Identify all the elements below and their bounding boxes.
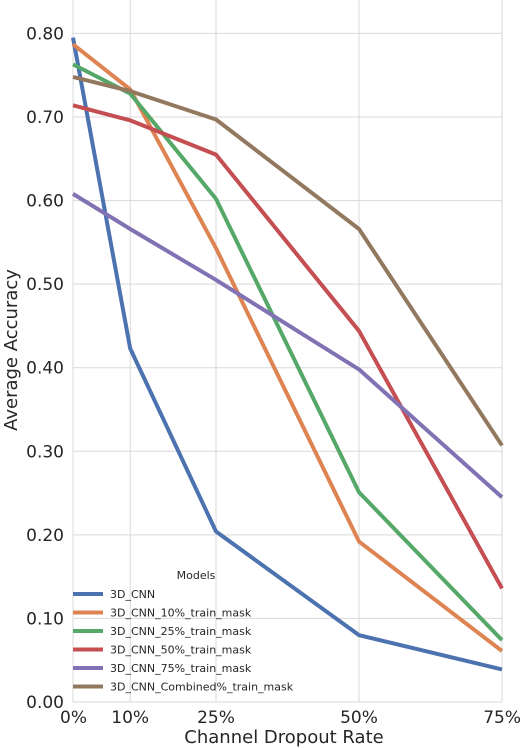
x-tick-label: 75% xyxy=(483,708,521,728)
x-tick-label: 0% xyxy=(60,708,87,728)
y-tick-label: 0.10 xyxy=(26,609,64,629)
legend-entry-label: 3D_CNN_75%_train_mask xyxy=(110,662,252,675)
legend: Models 3D_CNN3D_CNN_10%_train_mask3D_CNN… xyxy=(73,569,294,694)
x-tick-label: 10% xyxy=(111,708,149,728)
x-axis: 0% 10% 25% 50% 75% xyxy=(60,708,521,728)
legend-items: 3D_CNN 3D_CNN_10%_train_mask 3D_CNN_25%_tr… xyxy=(73,588,294,694)
series-line xyxy=(72,74,504,447)
x-axis-label: Channel Dropout Rate xyxy=(184,727,383,748)
y-tick-label: 0.40 xyxy=(26,359,64,379)
series-line xyxy=(72,103,504,590)
y-tick-label: 0.60 xyxy=(26,192,64,212)
x-tick-label: 50% xyxy=(340,708,378,728)
legend-entry-label: 3D_CNN_50%_train_mask xyxy=(110,644,252,657)
series-line xyxy=(72,62,504,642)
y-tick-label: 0.80 xyxy=(26,24,64,44)
legend-entry-label: 3D_CNN_Combined%_train_mask xyxy=(110,681,294,694)
x-tick-label: 25% xyxy=(197,708,235,728)
series-line xyxy=(71,37,503,672)
y-axis-label: Average Accuracy xyxy=(1,269,22,431)
series-line xyxy=(71,42,504,653)
y-tick-label: 0.00 xyxy=(26,693,64,713)
y-tick-label: 0.20 xyxy=(26,526,64,546)
series-line xyxy=(71,192,504,499)
legend-title: Models xyxy=(177,569,216,582)
y-tick-label: 0.70 xyxy=(26,108,64,128)
legend-entry-label: 3D_CNN xyxy=(110,588,155,601)
series-layer xyxy=(71,37,504,672)
y-tick-label: 0.30 xyxy=(26,442,64,462)
y-tick-label: 0.50 xyxy=(26,275,64,295)
y-axis: 0.00 0.10 0.20 0.30 0.40 0.50 0.60 0.70 0.80 xyxy=(26,24,64,713)
legend-entry-label: 3D_CNN_10%_train_mask xyxy=(110,607,252,620)
legend-entry-label: 3D_CNN_25%_train_mask xyxy=(110,625,252,638)
